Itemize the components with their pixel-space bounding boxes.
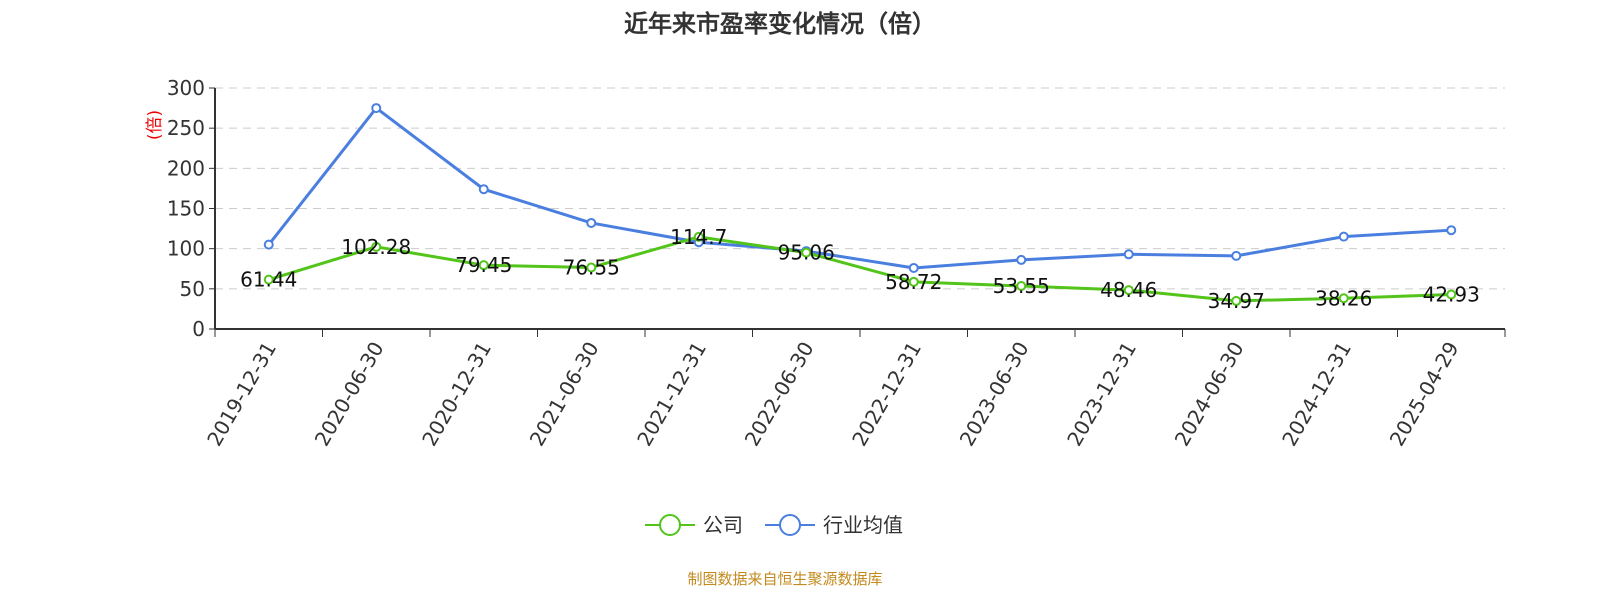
x-tick-label: 2021-06-30 [525,338,604,451]
data-point[interactable] [371,103,382,114]
series-line [268,235,1452,303]
data-point[interactable] [801,247,812,258]
data-label: 95.06 [778,241,835,265]
y-tick-label: 250 [167,116,205,140]
data-label: 102.28 [341,235,411,259]
y-tick-label: 100 [167,237,205,261]
data-point[interactable] [908,276,919,287]
legend-label: 行业均值 [823,513,903,537]
data-label: 48.46 [1100,278,1157,302]
legend-item[interactable]: 公司 [645,513,743,537]
x-tick-label: 2022-12-31 [847,338,926,451]
data-label: 42.93 [1423,283,1480,307]
data-point[interactable] [263,239,274,250]
y-tick-label: 50 [180,277,205,301]
data-point[interactable] [1446,225,1457,236]
y-axis-label: (倍) [145,110,165,140]
data-point[interactable] [1231,250,1242,261]
x-tick-label: 2023-12-31 [1062,338,1141,451]
data-label: 38.26 [1315,286,1372,310]
x-tick-label: 2019-12-31 [202,338,281,451]
data-label: 34.97 [1208,289,1265,313]
series-line [267,106,1452,270]
data-source: 制图数据来自恒生聚源数据库 [687,570,882,588]
data-point[interactable] [1123,249,1134,260]
legend-item[interactable]: 行业均值 [765,513,903,537]
x-tick-label: 2021-12-31 [632,338,711,451]
data-point[interactable] [478,184,489,195]
x-tick-label: 2023-06-30 [955,338,1034,451]
y-tick-label: 150 [167,197,205,221]
data-label: 79.45 [455,253,512,277]
x-tick-label: 2020-06-30 [310,338,389,451]
data-point[interactable] [586,217,597,228]
data-label: 114.7 [670,225,727,249]
y-tick-label: 0 [192,317,205,341]
x-tick-label: 2020-12-31 [417,338,496,451]
data-point[interactable] [1338,293,1349,304]
data-label: 53.55 [993,274,1050,298]
data-point[interactable] [693,231,704,242]
y-tick-label: 200 [167,156,205,180]
data-point[interactable] [1016,280,1027,291]
y-tick-label: 300 [167,76,205,100]
data-point[interactable] [1338,231,1349,242]
data-point[interactable] [478,260,489,271]
legend-label: 公司 [703,513,743,537]
data-label: 61.44 [240,268,297,292]
data-point[interactable] [263,274,274,285]
chart-title: 近年来市盈率变化情况（倍） [624,10,936,38]
data-point[interactable] [1123,285,1134,296]
x-tick-label: 2024-06-30 [1170,338,1249,451]
x-tick-label: 2024-12-31 [1277,338,1356,451]
legend-circle-icon [659,514,681,536]
x-tick-label: 2022-06-30 [740,338,819,451]
data-point[interactable] [1446,289,1457,300]
x-tick-label: 2025-04-29 [1385,338,1464,451]
data-point[interactable] [1016,254,1027,265]
data-label: 76.55 [563,256,620,280]
data-point[interactable] [1231,295,1242,306]
legend-circle-icon [779,514,801,536]
data-label: 58.72 [885,270,942,294]
data-point[interactable] [371,241,382,252]
data-point[interactable] [586,262,597,273]
data-point[interactable] [908,262,919,273]
